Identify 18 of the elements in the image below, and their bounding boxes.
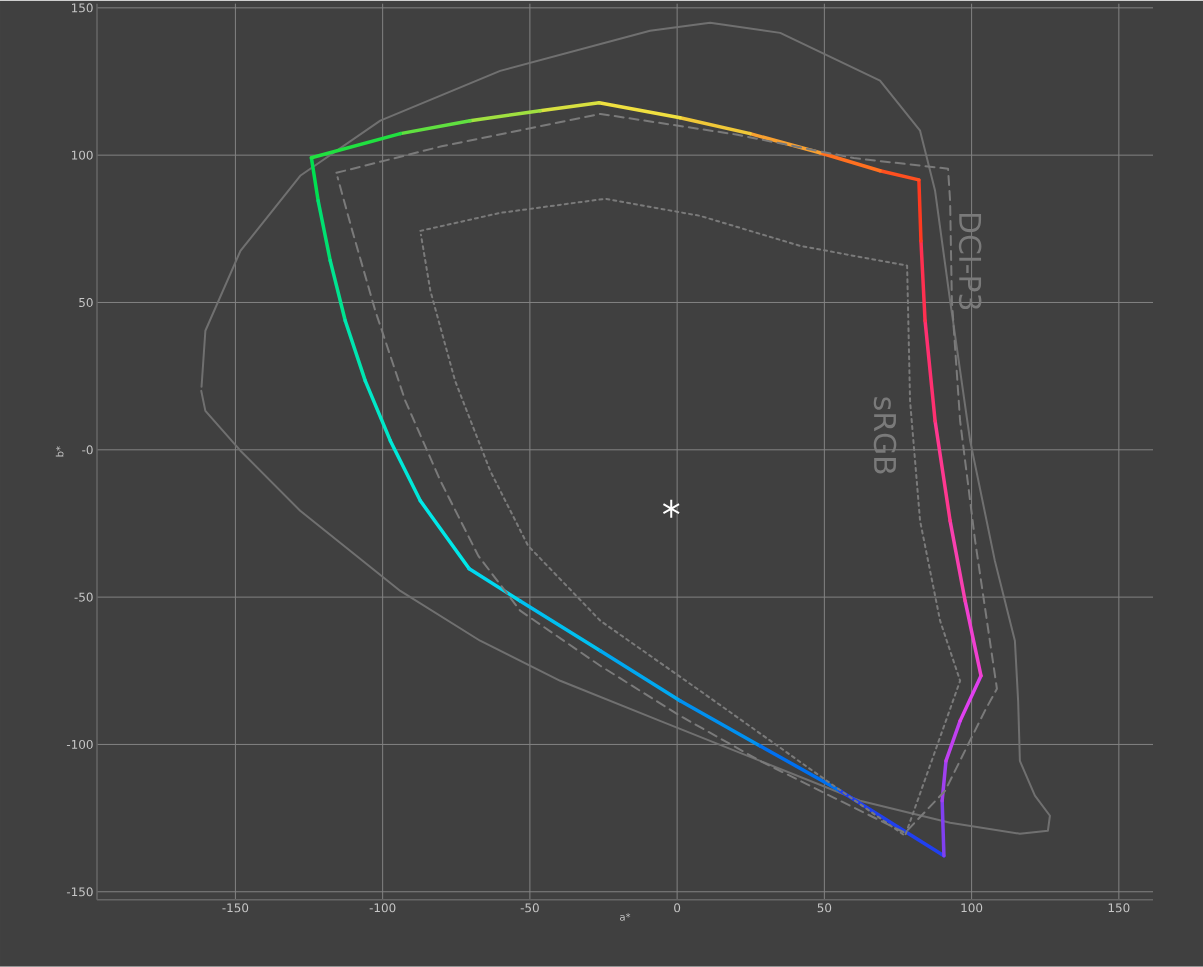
x-axis-title: a*	[620, 913, 631, 921]
text: DCI-P3	[958, 214, 982, 310]
x-tick-label: 150	[1108, 903, 1130, 913]
y-tick-label: 50	[79, 298, 93, 308]
x-tick-label: 50	[817, 903, 832, 913]
y-tick-label: -50	[74, 592, 93, 602]
x-tick-label: 100	[961, 903, 983, 913]
y-tick-label: -100	[66, 740, 93, 750]
y-tick-label: -150	[66, 887, 93, 897]
y-tick-label: 150	[71, 3, 93, 13]
y-tick-label: 100	[71, 150, 93, 160]
x-tick-label: -100	[369, 903, 396, 913]
y-tick-label: -0	[82, 445, 93, 455]
x-tick-label: -150	[222, 903, 249, 913]
text: sRGB	[873, 397, 897, 474]
x-tick-label: 0	[674, 903, 681, 913]
x-tick-label: -50	[520, 903, 539, 913]
y-axis-title: b*	[55, 446, 64, 457]
